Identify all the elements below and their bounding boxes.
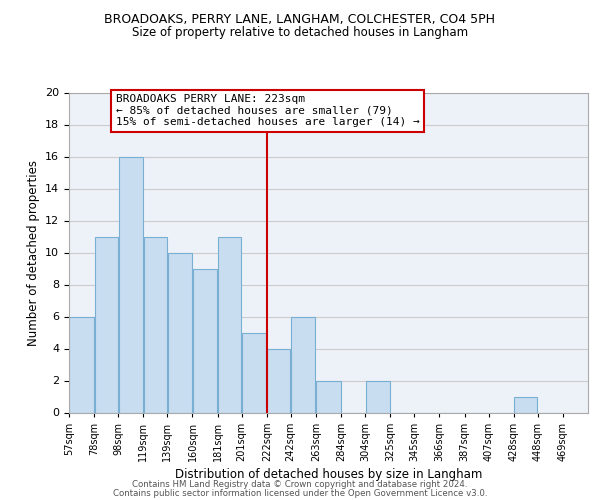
Bar	[242, 332, 266, 412]
Bar	[144, 236, 167, 412]
Bar	[514, 396, 537, 412]
Bar	[119, 156, 143, 412]
Bar	[193, 268, 217, 412]
Bar	[267, 348, 290, 412]
Y-axis label: Number of detached properties: Number of detached properties	[26, 160, 40, 346]
Text: Contains HM Land Registry data © Crown copyright and database right 2024.: Contains HM Land Registry data © Crown c…	[132, 480, 468, 489]
Bar	[218, 236, 241, 412]
Bar	[70, 316, 94, 412]
Bar	[95, 236, 118, 412]
Text: BROADOAKS, PERRY LANE, LANGHAM, COLCHESTER, CO4 5PH: BROADOAKS, PERRY LANE, LANGHAM, COLCHEST…	[104, 12, 496, 26]
Text: Contains public sector information licensed under the Open Government Licence v3: Contains public sector information licen…	[113, 489, 487, 498]
Bar	[291, 316, 316, 412]
X-axis label: Distribution of detached houses by size in Langham: Distribution of detached houses by size …	[175, 468, 482, 481]
Bar	[316, 380, 341, 412]
Bar	[168, 252, 192, 412]
Text: BROADOAKS PERRY LANE: 223sqm
← 85% of detached houses are smaller (79)
15% of se: BROADOAKS PERRY LANE: 223sqm ← 85% of de…	[116, 94, 419, 128]
Bar	[365, 380, 390, 412]
Text: Size of property relative to detached houses in Langham: Size of property relative to detached ho…	[132, 26, 468, 39]
